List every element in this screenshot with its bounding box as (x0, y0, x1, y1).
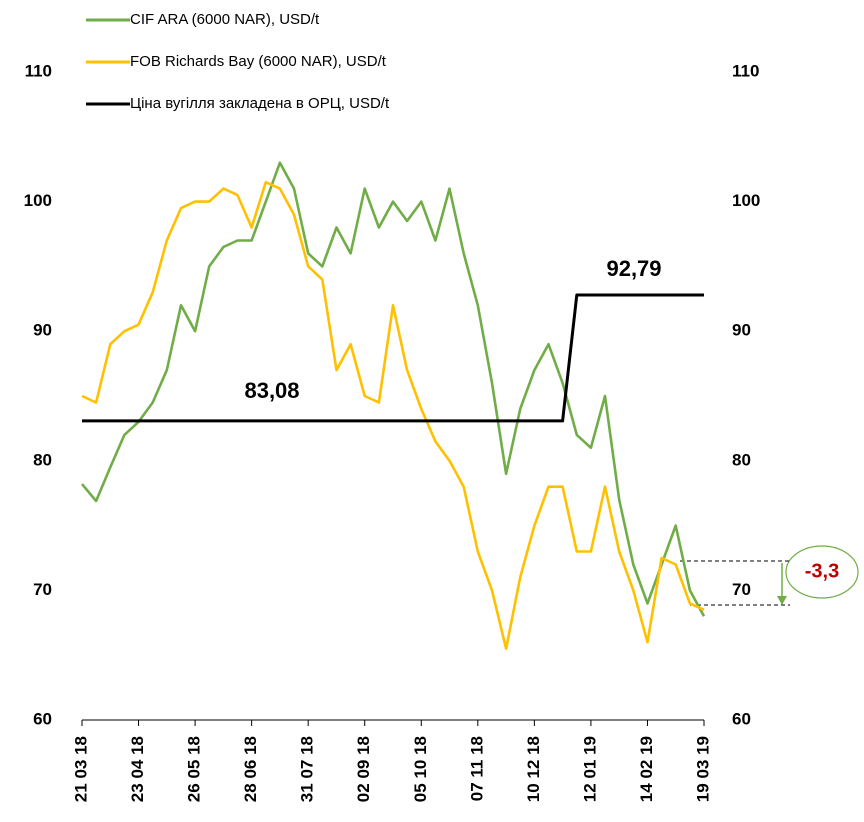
annotation: 83,08 (244, 378, 299, 403)
x-tick-label: 28 06 18 (241, 736, 260, 802)
x-tick-label: 19 03 19 (693, 736, 712, 802)
legend-label: FOB Richards Bay (6000 NAR), USD/t (130, 53, 387, 70)
x-tick-label: 10 12 18 (524, 736, 543, 802)
y-tick-label: 110 (25, 61, 52, 80)
annotation: -3,3 (805, 560, 839, 582)
series-line (81, 180, 705, 650)
x-tick-label: 21 03 18 (71, 736, 90, 802)
annotation-ellipse (785, 545, 859, 599)
annotation-arrowhead (777, 596, 787, 605)
y-tick-label: 60 (33, 709, 52, 728)
y-tick-label: 100 (24, 191, 52, 210)
y-tick-label: 90 (33, 321, 52, 340)
y2-tick-label: 100 (732, 191, 760, 210)
legend-label: CIF ARA (6000 NAR), USD/t (130, 11, 320, 28)
y2-tick-label: 90 (732, 321, 751, 340)
x-tick-label: 31 07 18 (298, 736, 317, 802)
x-tick-label: 14 02 19 (637, 736, 656, 802)
series-line (82, 293, 704, 423)
x-tick-label: 23 04 18 (128, 736, 147, 802)
y2-tick-label: 60 (732, 709, 751, 728)
legend-label: Ціна вугілля закладена в ОРЦ, USD/t (130, 95, 390, 112)
y2-tick-label: 110 (732, 61, 759, 80)
x-tick-label: 05 10 18 (411, 736, 430, 802)
y-tick-label: 80 (33, 450, 52, 469)
x-tick-label: 02 09 18 (354, 736, 373, 802)
y-tick-label: 70 (33, 580, 52, 599)
y2-tick-label: 70 (732, 580, 751, 599)
annotation: 92,79 (606, 256, 661, 281)
series-line (81, 161, 706, 617)
x-tick-label: 07 11 18 (467, 736, 486, 801)
x-tick-label: 26 05 18 (185, 736, 204, 802)
y2-tick-label: 80 (732, 450, 751, 469)
x-tick-label: 12 01 19 (580, 736, 599, 802)
